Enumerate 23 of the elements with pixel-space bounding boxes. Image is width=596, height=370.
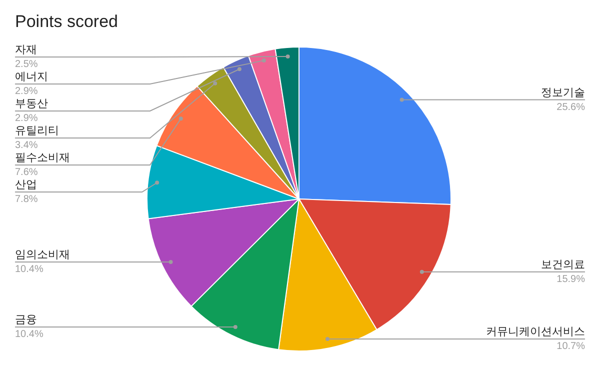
slice-label: 정보기술 <box>541 86 585 99</box>
slice-label: 금융 <box>15 314 37 326</box>
data-label: 2.9% <box>15 86 38 97</box>
data-label: 2.5% <box>15 59 38 70</box>
slice-label: 커뮤니케이션서비스 <box>486 326 585 338</box>
data-label: 7.8% <box>15 194 38 205</box>
slice-label: 산업 <box>15 179 37 191</box>
data-label: 10.7% <box>556 341 586 352</box>
data-label: 3.4% <box>15 140 38 151</box>
data-label: 7.6% <box>15 167 38 178</box>
slice-label: 자재 <box>15 44 37 56</box>
data-label: 25.6% <box>556 102 586 113</box>
slice-label: 필수소비재 <box>15 152 70 164</box>
chart-title: Points scored <box>15 12 118 31</box>
slice-label: 부동산 <box>15 98 48 110</box>
slice-label: 유틸리티 <box>15 125 59 137</box>
data-label: 2.9% <box>15 113 38 124</box>
data-label: 10.4% <box>15 328 44 340</box>
data-label: 15.9% <box>556 274 586 285</box>
slice-label: 임의소비재 <box>15 249 70 261</box>
data-label: 10.4% <box>15 264 44 275</box>
slice-label: 에너지 <box>15 71 48 83</box>
slice-label: 보건의료 <box>541 258 585 271</box>
